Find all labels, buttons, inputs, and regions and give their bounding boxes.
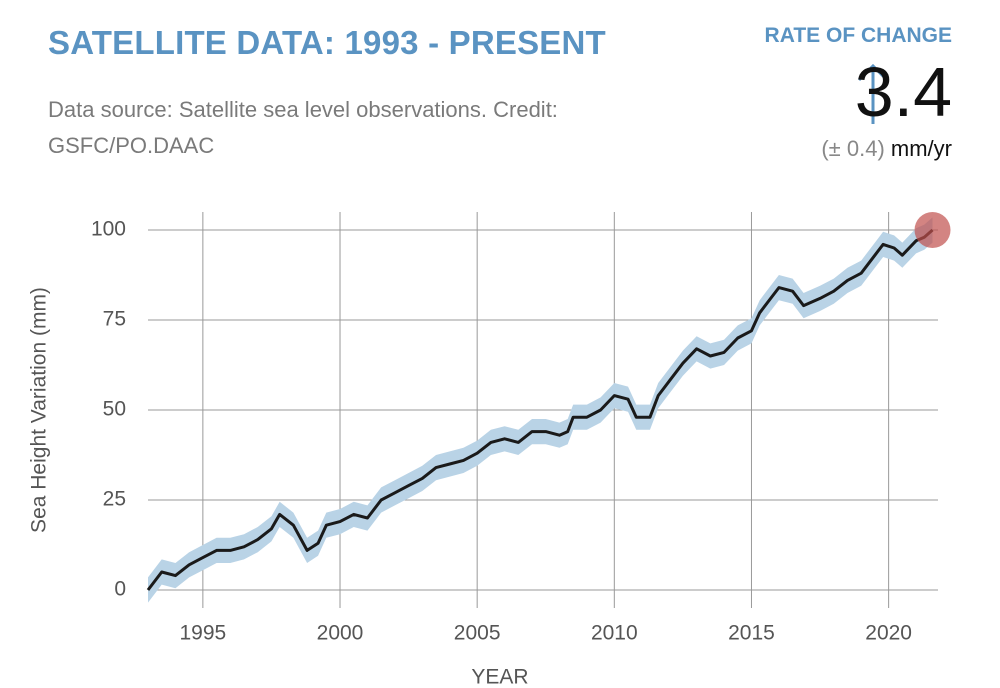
unit: mm/yr — [890, 136, 952, 161]
x-tick-label: 2020 — [865, 622, 912, 645]
y-axis-label: Sea Height Variation (mm) — [28, 287, 51, 533]
x-tick-label: 2015 — [728, 622, 775, 645]
rate-arrow — [857, 63, 889, 124]
rate-label: RATE OF CHANGE — [764, 24, 952, 47]
chart-title: SATELLITE DATA: 1993 - PRESENT — [48, 24, 606, 61]
y-tick-label: 100 — [91, 218, 126, 241]
latest-point — [914, 212, 951, 248]
rate-uncertainty: (± 0.4) mm/yr — [821, 136, 952, 162]
rate-value: 3.4 — [854, 53, 952, 131]
y-tick-label: 75 — [103, 308, 126, 331]
x-tick-label: 2005 — [454, 622, 501, 645]
x-tick-label: 2000 — [317, 622, 364, 645]
y-tick-label: 0 — [114, 578, 126, 601]
y-tick-label: 50 — [103, 398, 126, 421]
y-tick-label: 25 — [103, 488, 126, 511]
uncertainty: (± 0.4) — [821, 136, 885, 161]
x-tick-label: 2010 — [591, 622, 638, 645]
x-tick-label: 1995 — [180, 622, 227, 645]
line — [146, 228, 934, 591]
x-axis-label: YEAR — [471, 666, 528, 688]
chart-subtitle: Data source: Satellite sea level observa… — [48, 97, 558, 158]
